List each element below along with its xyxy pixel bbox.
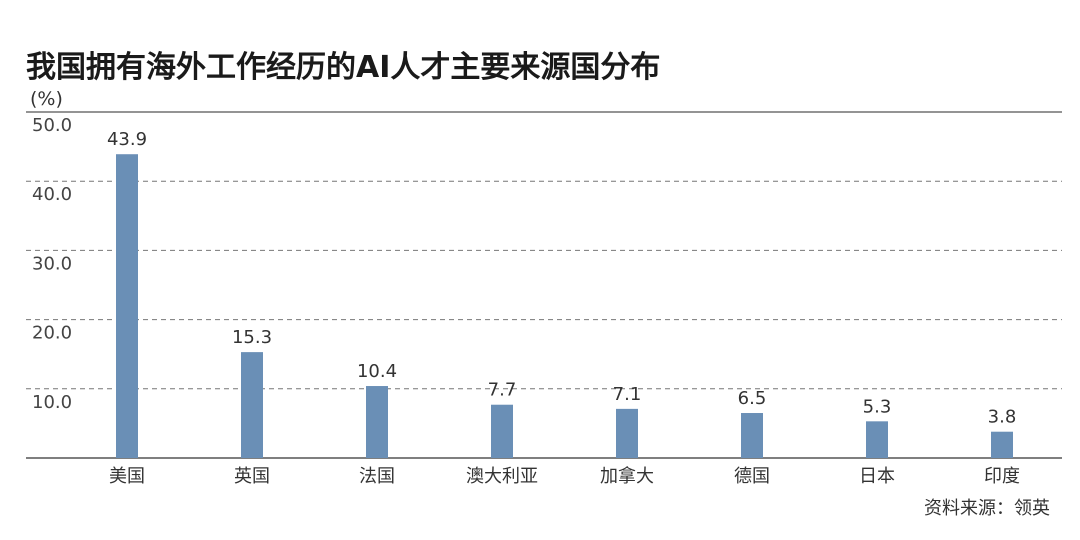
chart-title: 我国拥有海外工作经历的AI人才主要来源国分布: [26, 50, 661, 85]
y-tick-label: 10.0: [32, 392, 72, 413]
bar: [616, 408, 638, 458]
x-category-label: 英国: [234, 466, 270, 487]
x-category-label: 加拿大: [600, 465, 654, 487]
bar-value-label: 3.8: [988, 407, 1017, 428]
y-tick-label: 20.0: [32, 323, 72, 344]
bar: [116, 154, 138, 458]
bar-value-label: 43.9: [107, 129, 147, 150]
bar-value-label: 7.1: [613, 384, 642, 405]
bar: [866, 421, 888, 458]
bar-value-label: 10.4: [357, 361, 397, 382]
x-category-label: 德国: [734, 466, 770, 487]
bar-value-label: 15.3: [232, 327, 272, 348]
bar-value-label: 6.5: [738, 388, 767, 409]
x-category-label: 法国: [359, 466, 395, 487]
y-tick-label: 50.0: [32, 115, 72, 136]
bar: [241, 352, 263, 458]
bar: [366, 386, 388, 458]
x-category-label: 美国: [109, 466, 145, 487]
source-note: 资料来源：领英: [924, 498, 1050, 519]
bar: [991, 431, 1013, 458]
y-tick-label: 40.0: [32, 184, 72, 205]
bar-value-label: 7.7: [488, 380, 517, 401]
x-category-label: 澳大利亚: [466, 466, 538, 487]
bar: [491, 404, 513, 458]
bar: [741, 413, 763, 458]
x-category-label: 印度: [984, 466, 1020, 487]
x-category-label: 日本: [859, 466, 895, 487]
y-tick-label: 30.0: [32, 253, 72, 274]
bar-value-label: 5.3: [863, 396, 892, 417]
y-axis-unit-label: (%): [30, 88, 63, 110]
